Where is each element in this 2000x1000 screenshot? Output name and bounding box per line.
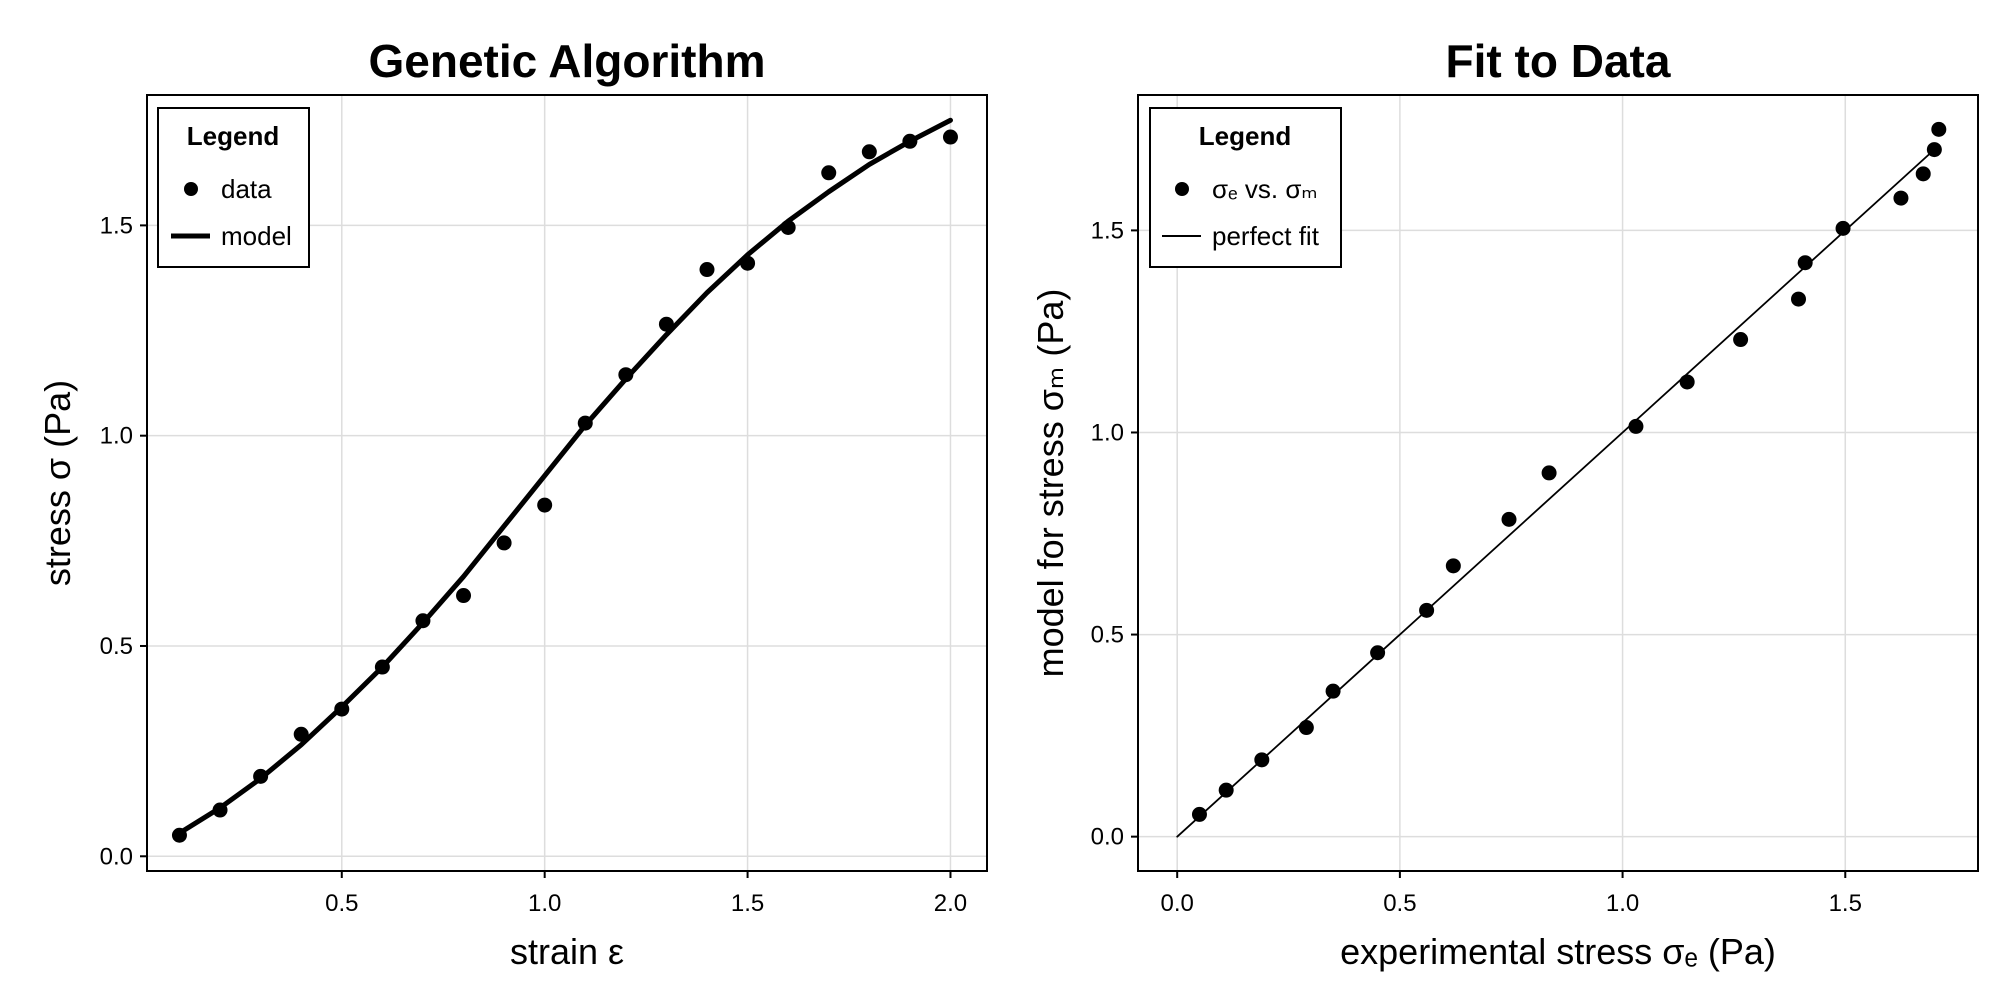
data-point [658, 316, 674, 332]
x-axis-label: strain ε [510, 931, 624, 972]
panel-genetic-algorithm: Genetic Algorithm 0.5 1.0 1.5 2.0 0.0 0.5 1.0 1… [37, 35, 988, 972]
ticks: 0.0 0.5 1.0 1.5 0.0 0.5 1.0 1.5 [1091, 217, 1862, 917]
data-point [253, 768, 269, 784]
data-point [1445, 558, 1461, 574]
data-point [1218, 782, 1234, 798]
y-tick-label: 0.0 [1091, 824, 1124, 851]
data-point [780, 219, 796, 235]
y-tick-label: 1.5 [1091, 217, 1124, 244]
x-tick-label: 2.0 [934, 890, 967, 917]
legend-title: Legend [187, 121, 279, 151]
ticks: 0.5 1.0 1.5 2.0 0.0 0.5 1.0 1.5 [100, 212, 968, 917]
legend-label-data: data [221, 174, 272, 204]
legend-box [157, 107, 310, 268]
data-point [618, 367, 634, 383]
x-tick-label: 0.0 [1161, 890, 1194, 917]
data-point [415, 613, 431, 629]
data-point [942, 129, 958, 145]
data-point [1254, 752, 1270, 768]
data-point [456, 588, 472, 604]
legend-label-perfect-fit: perfect fit [1212, 221, 1320, 251]
data-point [1791, 291, 1807, 307]
y-tick-label: 0.0 [100, 843, 133, 870]
data-point [1541, 465, 1557, 481]
panel-fit-to-data: Fit to Data 0.0 0.5 1.0 1.5 0.0 0.5 1.0 1.5 exp… [1030, 35, 1979, 972]
legend-marker-data [184, 182, 198, 196]
x-tick-label: 1.5 [731, 890, 764, 917]
data-point [374, 659, 390, 675]
data-point [821, 165, 837, 181]
data-point [1370, 645, 1386, 661]
data-point [1679, 374, 1695, 390]
y-tick-label: 1.5 [100, 212, 133, 239]
x-tick-label: 1.5 [1829, 890, 1862, 917]
data-point [1926, 142, 1942, 158]
legend: Legend data model [157, 107, 310, 268]
data-point [1915, 166, 1931, 182]
data-point [293, 726, 309, 742]
y-axis-label: model for stress σₘ (Pa) [1030, 289, 1071, 678]
legend-label-model: model [221, 221, 292, 251]
chart-title: Genetic Algorithm [369, 35, 766, 87]
y-tick-label: 0.5 [1091, 622, 1124, 649]
data-point [740, 255, 756, 271]
data-point [1628, 418, 1644, 434]
data-point [334, 701, 350, 717]
data-point [1893, 190, 1909, 206]
y-tick-label: 1.0 [100, 423, 133, 450]
data-point [1419, 602, 1435, 618]
y-tick-label: 1.0 [1091, 419, 1124, 446]
x-axis-label: experimental stress σₑ (Pa) [1340, 931, 1776, 972]
x-tick-label: 0.5 [1383, 890, 1416, 917]
data-point [496, 535, 512, 551]
data-point [902, 133, 918, 149]
data-point [699, 262, 715, 278]
data-point [577, 415, 593, 431]
data-point [1191, 806, 1207, 822]
y-tick-label: 0.5 [100, 633, 133, 660]
x-tick-label: 0.5 [325, 890, 358, 917]
y-axis-label: stress σ (Pa) [37, 380, 78, 586]
data-point [1797, 255, 1813, 271]
data-point [1931, 121, 1947, 137]
data-point [1501, 511, 1517, 527]
series-line-model [176, 117, 953, 836]
data-point [212, 802, 228, 818]
x-tick-label: 1.0 [528, 890, 561, 917]
legend-label-scatter: σₑ vs. σₘ [1212, 174, 1318, 204]
grid [147, 95, 987, 871]
legend: Legend σₑ vs. σₘ perfect fit [1149, 107, 1342, 268]
chart-title: Fit to Data [1446, 35, 1671, 87]
data-point [1835, 220, 1851, 236]
legend-marker-scatter [1175, 182, 1189, 196]
data-point [861, 144, 877, 160]
plot-frame [146, 94, 988, 872]
data-point [1325, 683, 1341, 699]
data-point [171, 827, 187, 843]
series-layer [171, 117, 958, 843]
x-tick-label: 1.0 [1606, 890, 1639, 917]
series-layer [1176, 121, 1947, 838]
data-point [537, 497, 553, 513]
data-point [1733, 332, 1749, 348]
legend-title: Legend [1199, 121, 1291, 151]
data-point [1298, 720, 1314, 736]
plot-frame [1137, 94, 1979, 872]
